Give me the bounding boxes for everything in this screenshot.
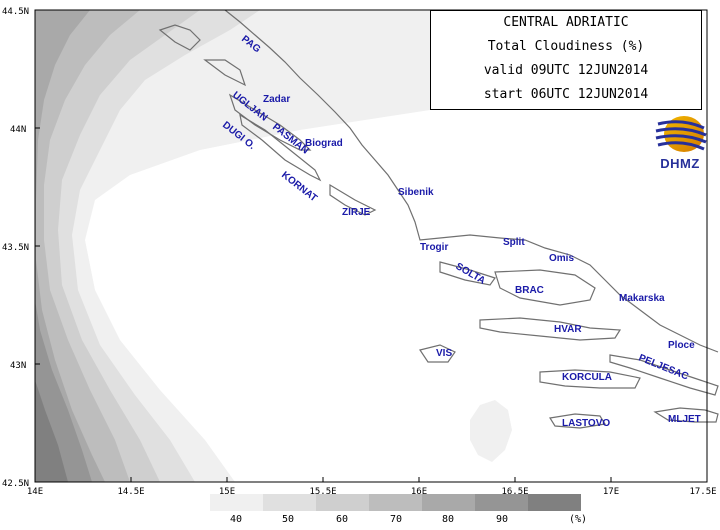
map-variable: Total Cloudiness (%) xyxy=(487,39,645,54)
legend-swatch xyxy=(475,494,528,511)
map-title: CENTRAL ADRIATIC xyxy=(503,15,629,30)
lat-ticks xyxy=(35,9,40,483)
legend-label-80: 80 xyxy=(441,514,455,525)
legend-swatch xyxy=(210,494,263,511)
place-kornat: KORNAT xyxy=(279,170,319,205)
lon-label-16-5: 16.5E xyxy=(501,487,528,497)
place-vis: VIS xyxy=(436,348,452,359)
place-ploce: Ploce xyxy=(668,340,695,351)
logo-text: DHMZ xyxy=(660,156,700,171)
place-zadar: Zadar xyxy=(263,94,290,105)
legend-unit: (%) xyxy=(568,514,588,525)
lon-ticks xyxy=(130,477,612,482)
legend-swatch xyxy=(422,494,475,511)
cloudiness-legend: 40 50 60 70 80 90 (%) xyxy=(210,494,610,526)
place-sibenik: Sibenik xyxy=(398,187,434,198)
lat-label-43: 43N xyxy=(10,361,26,371)
dhmz-logo-icon xyxy=(655,116,707,152)
place-omis: Omis xyxy=(549,253,574,264)
lat-label-44: 44N xyxy=(10,125,26,135)
place-trogir: Trogir xyxy=(420,242,448,253)
lon-label-17-5: 17.5E xyxy=(689,487,716,497)
lon-label-17: 17E xyxy=(603,487,619,497)
legend-swatch xyxy=(369,494,422,511)
place-biograd: Biograd xyxy=(305,138,343,149)
place-split: Split xyxy=(503,237,525,248)
place-lastovo: LASTOVO xyxy=(562,418,610,429)
lon-label-14-5: 14.5E xyxy=(117,487,144,497)
legend-swatch xyxy=(316,494,369,511)
legend-label-60: 60 xyxy=(335,514,349,525)
lon-label-15: 15E xyxy=(219,487,235,497)
place-zirje: ZIRJE xyxy=(342,207,371,218)
valid-time: valid 09UTC 12JUN2014 xyxy=(483,63,649,78)
place-brac: BRAC xyxy=(515,285,544,296)
legend-label-40: 40 xyxy=(229,514,243,525)
legend-label-50: 50 xyxy=(281,514,295,525)
dhmz-logo: DHMZ xyxy=(652,114,708,176)
legend-label-70: 70 xyxy=(389,514,403,525)
title-box: CENTRAL ADRIATIC Total Cloudiness (%) va… xyxy=(430,10,702,110)
lon-label-15-5: 15.5E xyxy=(309,487,336,497)
lon-label-16: 16E xyxy=(411,487,427,497)
start-time: start 06UTC 12JUN2014 xyxy=(483,87,649,102)
place-peljesac: PELJESAC xyxy=(637,353,690,383)
place-korcula: KORCULA xyxy=(562,372,612,383)
lat-label-44-5: 44.5N xyxy=(2,7,29,17)
lat-label-42-5: 42.5N xyxy=(2,479,29,489)
place-solta: SOLTA xyxy=(454,261,488,287)
place-mljet: MLJET xyxy=(668,414,701,425)
lon-label-14: 14E xyxy=(27,487,43,497)
place-hvar: HVAR xyxy=(554,324,582,335)
cloudiness-shading xyxy=(35,10,512,482)
coastline xyxy=(158,9,719,429)
lat-label-43-5: 43.5N xyxy=(2,243,29,253)
legend-swatch xyxy=(263,494,316,511)
legend-swatch xyxy=(528,494,581,511)
legend-label-90: 90 xyxy=(495,514,509,525)
place-makarska: Makarska xyxy=(619,293,665,304)
